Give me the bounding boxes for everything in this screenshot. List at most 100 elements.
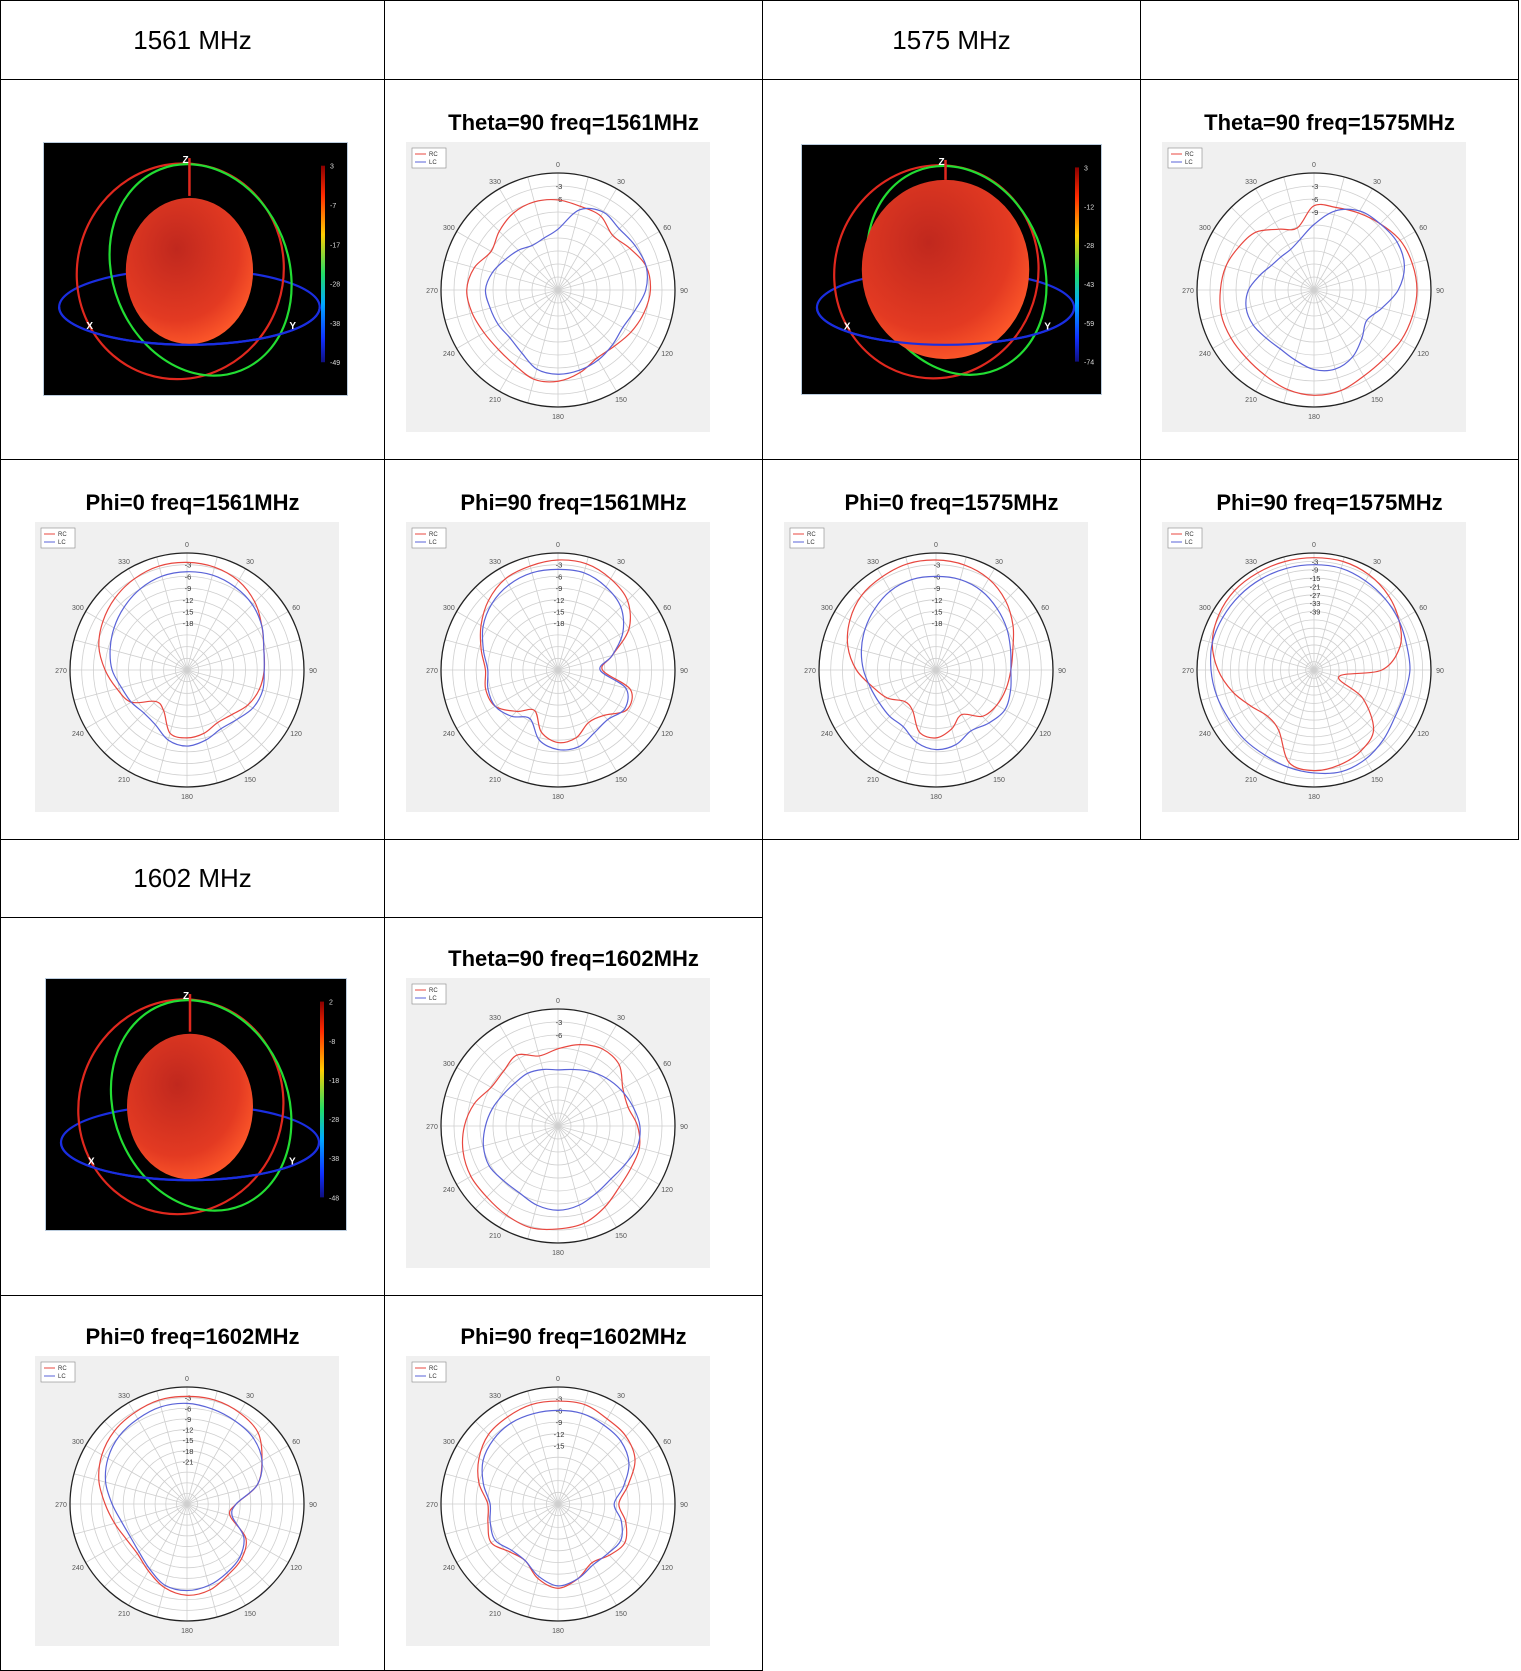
colorbar-tick-label: -12 xyxy=(1084,204,1094,211)
radial-tick-label: -9 xyxy=(185,584,192,593)
angle-tick-label: 330 xyxy=(1245,179,1257,186)
angle-tick-label: 240 xyxy=(72,731,84,738)
angle-tick-label: 300 xyxy=(821,605,833,612)
angle-tick-label: 120 xyxy=(290,1565,302,1572)
angle-tick-label: 240 xyxy=(1199,351,1211,358)
angle-tick-label: 330 xyxy=(867,559,879,566)
radial-tick-label: -3 xyxy=(1312,182,1319,191)
angle-tick-label: 60 xyxy=(1041,605,1049,612)
angle-tick-label: 60 xyxy=(663,1061,671,1068)
legend-label-rc: RC xyxy=(807,532,816,538)
angle-tick-label: 180 xyxy=(552,414,564,421)
legend-label-lc: LC xyxy=(429,540,437,546)
freq-label: 1602 MHz xyxy=(133,863,252,893)
angle-tick-label: 180 xyxy=(930,794,942,801)
radial-tick-label: -15 xyxy=(932,608,943,617)
colorbar-tick-label: -28 xyxy=(329,1117,339,1124)
angle-tick-label: 300 xyxy=(72,605,84,612)
angle-tick-label: 150 xyxy=(615,397,627,404)
cell-theta90-1575: Theta=90 freq=1575MHz 0 30 60 90 120 150 180 21… xyxy=(1141,80,1519,460)
angle-tick-label: 240 xyxy=(443,351,455,358)
radial-tick-label: -3 xyxy=(556,1395,563,1404)
angle-tick-label: 0 xyxy=(1312,542,1316,549)
angle-tick-label: 0 xyxy=(185,542,189,549)
angle-tick-label: 330 xyxy=(489,1393,501,1400)
angle-tick-label: 120 xyxy=(661,1565,673,1572)
cell-phi90-1575: Phi=90 freq=1575MHz 0 30 60 90 120 150 180 210 2… xyxy=(1141,460,1519,840)
radiation-lobe xyxy=(125,197,254,345)
axis-label-x: X xyxy=(88,1157,95,1168)
legend-label-lc: LC xyxy=(429,1374,437,1380)
series-rc xyxy=(479,559,633,744)
legend-label-rc: RC xyxy=(58,1366,67,1372)
series-rc xyxy=(1219,203,1418,396)
radial-tick-label: -33 xyxy=(1310,599,1321,608)
angle-tick-label: 240 xyxy=(72,1565,84,1572)
angle-tick-label: 210 xyxy=(118,1611,130,1618)
chart-title: Phi=0 freq=1602MHz xyxy=(85,1324,300,1349)
angle-tick-label: 150 xyxy=(615,1233,627,1240)
radial-tick-label: -21 xyxy=(1310,582,1321,591)
angle-tick-label: 30 xyxy=(1373,179,1381,186)
angle-tick-label: 60 xyxy=(292,1439,300,1446)
radial-tick-label: -9 xyxy=(1312,566,1319,575)
chart-title: Phi=90 freq=1561MHz xyxy=(460,490,687,515)
polar-outer-ring xyxy=(69,1386,305,1622)
chart-title: Phi=90 freq=1602MHz xyxy=(460,1324,687,1349)
radial-tick-label: -12 xyxy=(554,1430,565,1439)
angle-tick-label: 270 xyxy=(1182,288,1194,295)
angle-tick-label: 30 xyxy=(995,559,1003,566)
series-rc xyxy=(466,198,652,383)
freq-label: 1561 MHz xyxy=(133,24,252,55)
cell-3d-1602: Z X Y 2 -8 -18 -28 -38 -48 xyxy=(0,918,385,1296)
legend-label-lc: LC xyxy=(429,160,437,166)
angle-tick-label: 30 xyxy=(617,179,625,186)
radial-tick-label: -3 xyxy=(556,182,563,191)
cell-phi0-1561: Phi=0 freq=1561MHz 0 30 60 90 120 150 180 210 24… xyxy=(0,460,385,840)
angle-tick-label: 210 xyxy=(1245,777,1257,784)
series-lc xyxy=(104,1402,263,1592)
chart-legend: RC LC xyxy=(411,527,447,549)
angle-tick-label: 120 xyxy=(661,351,673,358)
chart-legend: RC LC xyxy=(1167,527,1203,549)
legend-label-rc: RC xyxy=(429,532,438,538)
axis-label-z: Z xyxy=(183,991,189,1002)
radiation-lobe xyxy=(127,1033,253,1180)
colorbar-tick-label: -38 xyxy=(329,1156,339,1163)
legend-label-rc: RC xyxy=(429,1366,438,1372)
angle-tick-label: 90 xyxy=(680,1124,688,1131)
angle-tick-label: 270 xyxy=(55,1502,67,1509)
series-lc xyxy=(484,207,648,375)
legend-label-rc: RC xyxy=(429,152,438,158)
angle-tick-label: 180 xyxy=(552,794,564,801)
radial-tick-label: -6 xyxy=(185,1404,192,1413)
3d-radiation-pattern-1602: Z X Y 2 -8 -18 -28 -38 -48 xyxy=(45,978,347,1231)
angle-tick-label: 60 xyxy=(663,605,671,612)
angle-tick-label: 120 xyxy=(290,731,302,738)
angle-tick-label: 150 xyxy=(244,777,256,784)
colorbar-tick-label: -38 xyxy=(330,321,340,328)
angle-tick-label: 150 xyxy=(615,1611,627,1618)
series-lc xyxy=(109,571,265,747)
3d-radiation-pattern-1575: Z X Y 3 -12 -28 -43 -59 -74 xyxy=(801,144,1102,395)
angle-tick-label: 90 xyxy=(680,288,688,295)
axis-label-z: Z xyxy=(182,155,188,166)
legend-label-lc: LC xyxy=(1185,540,1193,546)
radial-tick-label: -39 xyxy=(1310,608,1321,617)
polar-outer-ring xyxy=(440,552,676,788)
chart-title: Theta=90 freq=1575MHz xyxy=(1204,110,1455,135)
angle-tick-label: 270 xyxy=(426,1124,438,1131)
radial-tick-label: -6 xyxy=(185,572,192,581)
chart-legend: RC LC xyxy=(411,983,447,1005)
angle-tick-label: 210 xyxy=(118,777,130,784)
cell-3d-1575: Z X Y 3 -12 -28 -43 -59 -74 xyxy=(763,80,1141,460)
angle-tick-label: 0 xyxy=(1312,162,1316,169)
polar-outer-ring xyxy=(440,1008,676,1244)
colorbar-tick-label: 3 xyxy=(330,164,334,171)
radial-tick-label: -3 xyxy=(556,1018,563,1027)
angle-tick-label: 60 xyxy=(663,1439,671,1446)
series-lc xyxy=(481,1409,630,1587)
freq-header-1561: 1561 MHz xyxy=(0,0,385,80)
radial-tick-label: -3 xyxy=(185,561,192,570)
angle-tick-label: 90 xyxy=(1436,288,1444,295)
